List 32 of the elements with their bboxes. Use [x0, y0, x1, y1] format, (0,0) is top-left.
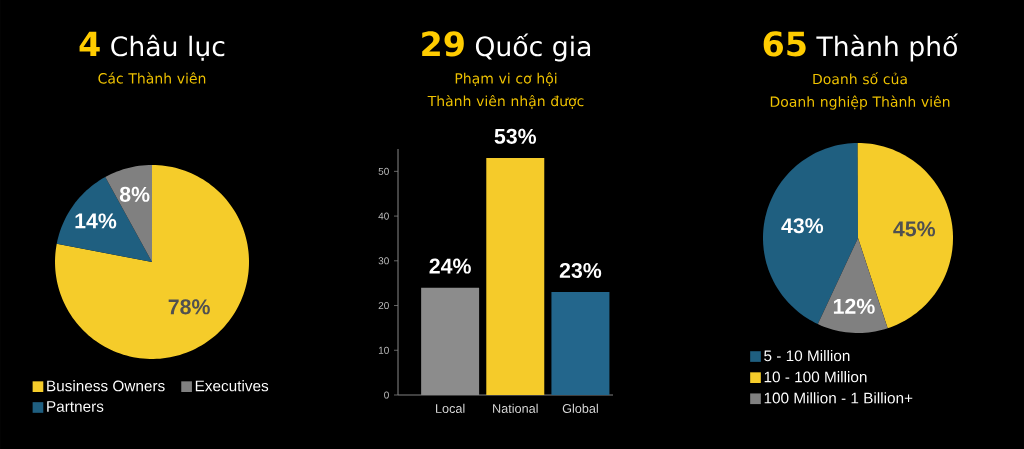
data-label: 14%	[75, 213, 117, 229]
chart-subtitle: Phạm vi cơ hội Thành viên nhận được	[427, 72, 584, 109]
data-label: 23%	[559, 262, 602, 279]
y-tick-label: 50	[378, 167, 389, 175]
data-label: 45%	[893, 221, 936, 237]
y-tick-label: 20	[378, 301, 389, 310]
x-tick-label: National	[493, 403, 538, 413]
legend-label: 100 Million - 1 Billion+	[764, 392, 913, 404]
chart-title: 29 Quốc gia	[422, 31, 591, 62]
data-label: 8%	[119, 186, 150, 202]
data-label: 78%	[168, 299, 210, 315]
x-tick-label: Global	[562, 403, 598, 413]
x-tick-label: Local	[436, 403, 465, 413]
bar	[486, 157, 545, 395]
chart-subtitle: Doanh số của Doanh nghiệp Thành viên	[770, 72, 950, 110]
chart-title: 65 Thành phố	[763, 31, 959, 62]
chart-title: 4 Châu lục	[79, 31, 225, 61]
data-label: 12%	[833, 298, 875, 314]
data-label: 43%	[781, 218, 824, 234]
y-tick-label: 30	[378, 257, 389, 265]
y-tick-label: 10	[378, 346, 389, 354]
chart-subtitle: Các Thành viên	[98, 72, 206, 84]
y-tick-label: 40	[378, 212, 389, 220]
bar	[551, 292, 610, 395]
y-tick-label: 0	[384, 391, 389, 399]
legend-label: Business Owners	[47, 380, 165, 392]
legend-label: Executives	[195, 380, 269, 392]
legend-label: Partners	[47, 401, 104, 412]
data-label: 53%	[494, 128, 537, 144]
data-label: 24%	[429, 258, 471, 274]
legend-label: 10 - 100 Million	[764, 371, 867, 383]
legend-label: 5 - 10 Million	[764, 349, 850, 362]
